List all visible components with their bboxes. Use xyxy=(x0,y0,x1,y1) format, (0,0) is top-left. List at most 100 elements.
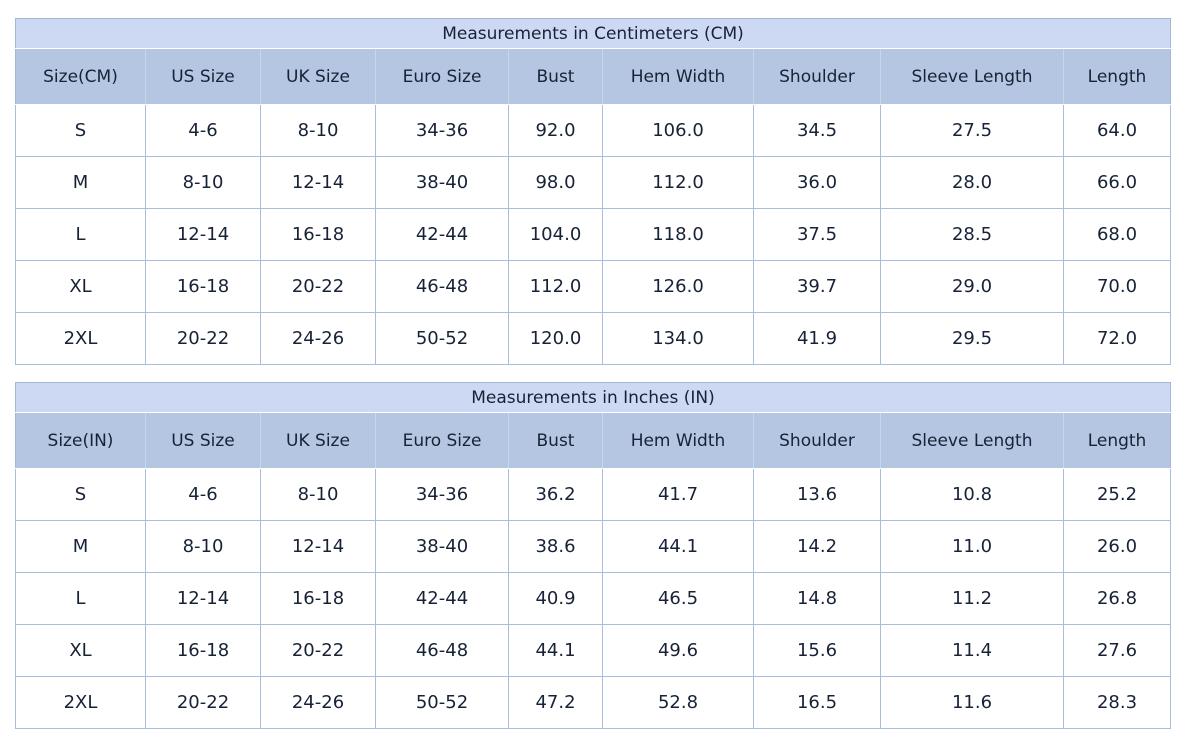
measurement-cell: 4-6 xyxy=(145,468,261,521)
measurement-cell: 36.2 xyxy=(508,468,603,521)
measurement-cell: 24-26 xyxy=(260,312,376,365)
measurement-cell: 25.2 xyxy=(1062,468,1172,521)
measurement-cell: 10.8 xyxy=(880,468,1064,521)
measurement-cell: 11.4 xyxy=(880,624,1064,677)
measurement-cell: 41.9 xyxy=(753,312,881,365)
measurement-cell: 4-6 xyxy=(145,104,261,157)
measurement-cell: 44.1 xyxy=(602,520,754,573)
measurement-cell: 11.2 xyxy=(880,572,1064,625)
measurement-cell: 134.0 xyxy=(602,312,754,365)
measurement-cell: 34-36 xyxy=(375,468,509,521)
column-header: Euro Size xyxy=(375,412,509,469)
measurement-cell: 11.0 xyxy=(880,520,1064,573)
measurement-cell: 92.0 xyxy=(508,104,603,157)
size-cell: L xyxy=(15,208,146,261)
measurement-cell: 12-14 xyxy=(145,208,261,261)
measurement-cell: 28.3 xyxy=(1062,676,1172,729)
measurement-cell: 41.7 xyxy=(602,468,754,521)
column-header: Length xyxy=(1062,412,1172,469)
table-row: L 12-14 16-18 42-44 104.0 118.0 37.5 28.5 68.0 xyxy=(15,208,1171,261)
size-cell: 2XL xyxy=(15,312,146,365)
measurement-cell: 46.5 xyxy=(602,572,754,625)
measurement-cell: 14.2 xyxy=(753,520,881,573)
measurement-cell: 46-48 xyxy=(375,260,509,313)
column-header: Sleeve Length xyxy=(880,412,1064,469)
measurement-cell: 34.5 xyxy=(753,104,881,157)
table-row: 2XL 20-22 24-26 50-52 47.2 52.8 16.5 11.6 28.3 xyxy=(15,676,1172,729)
measurement-cell: 16-18 xyxy=(260,572,376,625)
measurement-cell: 11.6 xyxy=(880,676,1064,729)
column-header: Shoulder xyxy=(753,48,881,105)
table-body: S 4-6 8-10 34-36 36.2 41.7 13.6 10.8 25.2 M 8-10 12… xyxy=(15,468,1172,729)
size-cell: M xyxy=(15,520,146,573)
measurement-cell: 29.0 xyxy=(880,260,1064,313)
measurement-cell: 112.0 xyxy=(508,260,603,313)
inch-measurements-table: Measurements in Inches (IN) Size(IN) US S… xyxy=(14,382,1172,729)
measurement-cell: 50-52 xyxy=(375,676,509,729)
measurement-cell: 16-18 xyxy=(260,208,376,261)
measurement-cell: 8-10 xyxy=(145,156,261,209)
measurement-cell: 20-22 xyxy=(260,624,376,677)
measurement-cell: 28.5 xyxy=(880,208,1064,261)
measurement-cell: 20-22 xyxy=(145,312,261,365)
measurement-cell: 106.0 xyxy=(602,104,754,157)
measurement-cell: 38.6 xyxy=(508,520,603,573)
measurement-cell: 126.0 xyxy=(602,260,754,313)
measurement-cell: 26.0 xyxy=(1062,520,1172,573)
table-row: L 12-14 16-18 42-44 40.9 46.5 14.8 11.2 26.8 xyxy=(15,572,1172,625)
cm-measurements-table: Measurements in Centimeters (CM) Size(CM… xyxy=(15,18,1171,365)
measurement-cell: 8-10 xyxy=(145,520,261,573)
measurement-cell: 20-22 xyxy=(145,676,261,729)
measurement-cell: 36.0 xyxy=(753,156,881,209)
measurement-cell: 38-40 xyxy=(375,156,509,209)
measurement-cell: 38-40 xyxy=(375,520,509,573)
table-title-row: Measurements in Centimeters (CM) xyxy=(15,18,1171,49)
header-row: Size(IN) US Size UK Size Euro Size Bust Hem W… xyxy=(15,412,1172,469)
column-header: Hem Width xyxy=(602,48,754,105)
column-header: US Size xyxy=(145,48,261,105)
measurement-cell: 16.5 xyxy=(753,676,881,729)
measurement-cell: 16-18 xyxy=(145,260,261,313)
measurement-cell: 26.8 xyxy=(1062,572,1172,625)
measurement-cell: 42-44 xyxy=(375,572,509,625)
measurement-cell: 66.0 xyxy=(1063,156,1171,209)
table-row: 2XL 20-22 24-26 50-52 120.0 134.0 41.9 29.5 72.0 xyxy=(15,312,1171,365)
table-row: S 4-6 8-10 34-36 92.0 106.0 34.5 27.5 64.0 xyxy=(15,104,1171,157)
table-row: S 4-6 8-10 34-36 36.2 41.7 13.6 10.8 25.2 xyxy=(15,468,1172,521)
size-cell: XL xyxy=(15,260,146,313)
measurement-cell: 27.5 xyxy=(880,104,1064,157)
column-header: Hem Width xyxy=(602,412,754,469)
measurement-cell: 68.0 xyxy=(1063,208,1171,261)
size-cell: M xyxy=(15,156,146,209)
measurement-cell: 39.7 xyxy=(753,260,881,313)
table-title: Measurements in Inches (IN) xyxy=(14,382,1172,413)
measurement-cell: 64.0 xyxy=(1063,104,1171,157)
measurement-cell: 49.6 xyxy=(602,624,754,677)
measurement-cell: 118.0 xyxy=(602,208,754,261)
column-header: US Size xyxy=(145,412,261,469)
measurement-cell: 14.8 xyxy=(753,572,881,625)
column-header: Size(IN) xyxy=(15,412,146,469)
column-header: Shoulder xyxy=(753,412,881,469)
column-header: Bust xyxy=(508,412,603,469)
table-row: XL 16-18 20-22 46-48 44.1 49.6 15.6 11.4 27.6 xyxy=(15,624,1172,677)
measurement-cell: 20-22 xyxy=(260,260,376,313)
column-header: Length xyxy=(1063,48,1171,105)
column-header: Size(CM) xyxy=(15,48,146,105)
table-title-row: Measurements in Inches (IN) xyxy=(14,382,1172,413)
size-cell: XL xyxy=(15,624,146,677)
size-cell: 2XL xyxy=(15,676,146,729)
measurement-cell: 50-52 xyxy=(375,312,509,365)
measurement-cell: 37.5 xyxy=(753,208,881,261)
measurement-cell: 29.5 xyxy=(880,312,1064,365)
measurement-cell: 52.8 xyxy=(602,676,754,729)
measurement-cell: 24-26 xyxy=(260,676,376,729)
measurement-cell: 8-10 xyxy=(260,104,376,157)
table-row: M 8-10 12-14 38-40 98.0 112.0 36.0 28.0 66.0 xyxy=(15,156,1171,209)
size-cell: L xyxy=(15,572,146,625)
column-header: Bust xyxy=(508,48,603,105)
measurement-cell: 12-14 xyxy=(260,156,376,209)
measurement-cell: 44.1 xyxy=(508,624,603,677)
header-row: Size(CM) US Size UK Size Euro Size Bust Hem W… xyxy=(15,48,1171,105)
